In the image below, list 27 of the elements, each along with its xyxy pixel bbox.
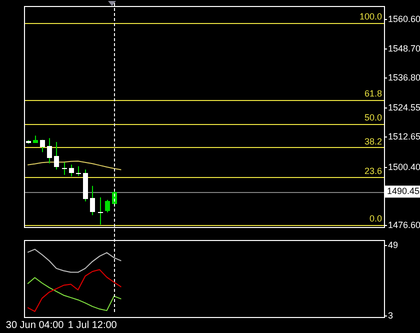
annotation: 38.2 [364, 136, 382, 146]
y-tick-label: 1512.65 [388, 132, 420, 142]
y-tick-label: 49 [388, 240, 398, 250]
candlestick [69, 164, 74, 177]
annotation: 100.0 [359, 12, 382, 22]
candlestick [62, 162, 67, 176]
annotation: 23.6 [364, 166, 382, 176]
annotation: 0.0 [369, 214, 382, 224]
candlestick [47, 138, 52, 164]
y-tick-label: 1476.60 [388, 220, 420, 230]
candlestick [76, 166, 81, 176]
x-tick-label: 1 Jul 12:00 [68, 320, 118, 331]
candlestick [54, 142, 59, 170]
y-tick-label: 1536.80 [388, 72, 420, 82]
candlestick [90, 185, 95, 216]
candlestick [40, 139, 45, 153]
y-tick-label: 1524.55 [388, 102, 420, 113]
annotation: 61.8 [364, 88, 382, 99]
ref-line-label: 1490.45 [387, 186, 420, 196]
candlestick [98, 196, 103, 226]
x-tick-label: 30 Jun 04:00 [6, 320, 64, 331]
y-tick-label: 1500.40 [388, 162, 420, 172]
candlestick [105, 199, 110, 213]
y-tick-label: 1548.70 [388, 43, 420, 54]
y-tick-label: 3 [388, 310, 394, 320]
y-tick-label: 1560.60 [388, 14, 420, 24]
annotation: 50.0 [364, 112, 382, 123]
